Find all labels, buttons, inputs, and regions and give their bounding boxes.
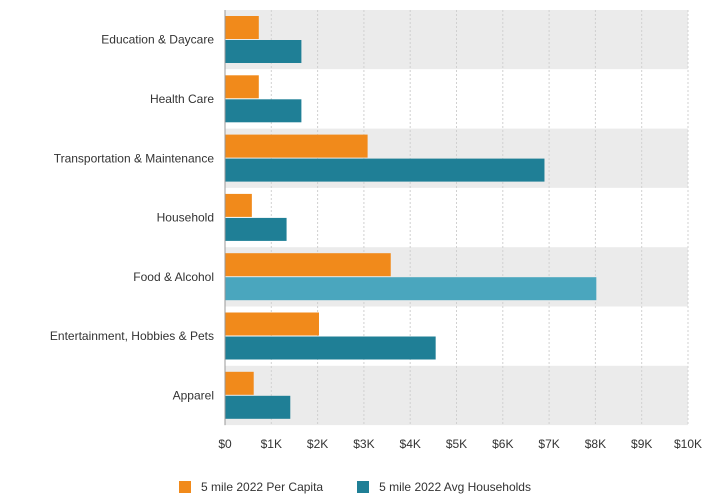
x-tick-label: $1K — [261, 437, 282, 451]
category-label: Health Care — [150, 92, 214, 106]
x-tick-label: $10K — [674, 437, 702, 451]
bar-per-capita — [225, 16, 259, 39]
bar-avg-households — [225, 158, 545, 182]
row-band — [225, 187, 688, 248]
x-tick-label: $6K — [492, 437, 513, 451]
bar-per-capita — [225, 312, 319, 336]
bar-avg-households — [225, 395, 291, 419]
legend-swatch-avg-households — [357, 481, 370, 493]
bar-per-capita — [225, 134, 368, 158]
bar-per-capita — [225, 193, 252, 217]
bar-per-capita — [225, 253, 391, 277]
x-tick-label: $4K — [400, 437, 421, 451]
bar-avg-households — [225, 217, 287, 241]
bar-avg-households — [225, 336, 436, 360]
x-tick-label: $0 — [218, 437, 232, 451]
category-label: Apparel — [173, 388, 214, 402]
bar-per-capita — [225, 75, 259, 99]
category-label: Food & Alcohol — [133, 270, 214, 284]
x-tick-label: $7K — [538, 437, 559, 451]
category-label: Education & Daycare — [101, 33, 214, 47]
legend-item-avg-households: 5 mile 2022 Avg Households — [357, 480, 531, 494]
bar-per-capita — [225, 371, 254, 395]
x-tick-label: $8K — [585, 437, 606, 451]
category-label: Transportation & Maintenance — [54, 151, 215, 165]
x-tick-label: $2K — [307, 437, 328, 451]
chart-legend: 5 mile 2022 Per Capita 5 mile 2022 Avg H… — [0, 476, 710, 498]
bar-avg-households — [225, 99, 302, 123]
legend-label-per-capita: 5 mile 2022 Per Capita — [201, 480, 324, 494]
bar-avg-households — [225, 40, 302, 63]
x-tick-label: $3K — [353, 437, 374, 451]
legend-item-per-capita: 5 mile 2022 Per Capita — [179, 480, 323, 494]
bar-chart: $0 $1K $2K $3K $4K $5K $6K $7K $8K $9K $10K Educati… — [50, 10, 702, 451]
legend-swatch-per-capita — [179, 481, 192, 493]
category-label: Household — [157, 211, 214, 225]
x-tick-label: $9K — [631, 437, 652, 451]
legend-label-avg-households: 5 mile 2022 Avg Households — [379, 480, 531, 494]
x-tick-label: $5K — [446, 437, 467, 451]
bar-avg-households — [225, 277, 597, 301]
category-label: Entertainment, Hobbies & Pets — [50, 329, 214, 343]
